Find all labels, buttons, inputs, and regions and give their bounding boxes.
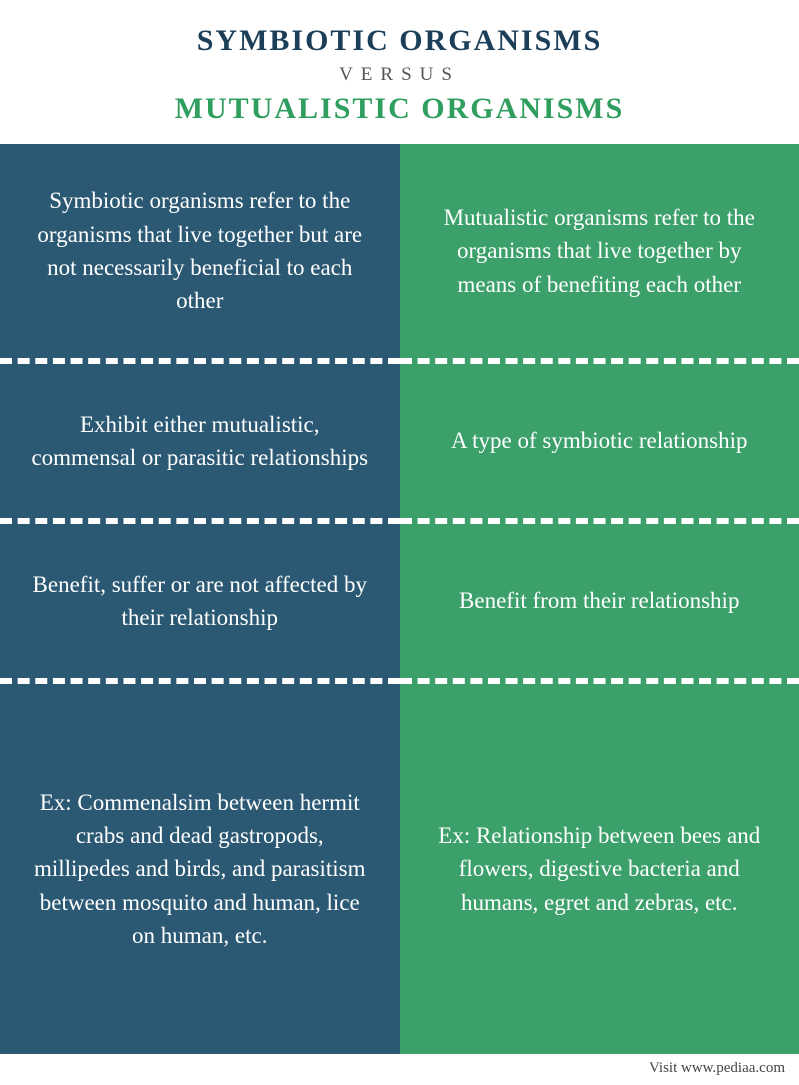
right-cell-examples: Ex: Relationship between bees and flower…	[400, 684, 799, 1054]
right-column: Mutualistic organisms refer to the organ…	[400, 144, 799, 1054]
header: SYMBIOTIC ORGANISMS VERSUS MUTUALISTIC O…	[0, 0, 799, 144]
footer-credit: Visit www.pediaa.com	[0, 1054, 799, 1085]
right-cell-definition: Mutualistic organisms refer to the organ…	[400, 144, 799, 364]
left-cell-definition: Symbiotic organisms refer to the organis…	[0, 144, 400, 364]
comparison-table: Symbiotic organisms refer to the organis…	[0, 144, 799, 1054]
title-mutualistic: MUTUALISTIC ORGANISMS	[20, 92, 779, 126]
right-cell-types: A type of symbiotic relationship	[400, 364, 799, 524]
versus-label: VERSUS	[20, 64, 779, 86]
right-cell-effect: Benefit from their relationship	[400, 524, 799, 684]
left-column: Symbiotic organisms refer to the organis…	[0, 144, 400, 1054]
left-cell-examples: Ex: Commenalsim between hermit crabs and…	[0, 684, 400, 1054]
left-cell-types: Exhibit either mutualistic, commensal or…	[0, 364, 400, 524]
title-symbiotic: SYMBIOTIC ORGANISMS	[20, 24, 779, 58]
left-cell-effect: Benefit, suffer or are not affected by t…	[0, 524, 400, 684]
